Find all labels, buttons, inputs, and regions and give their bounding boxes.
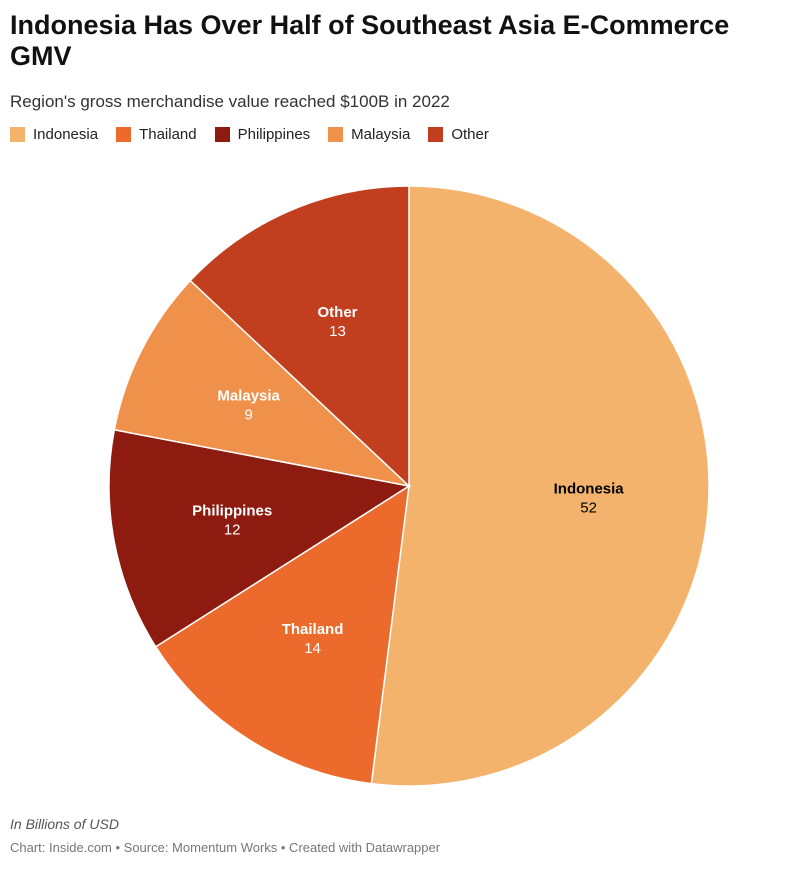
legend-item-indonesia: Indonesia: [10, 126, 98, 143]
chart-title: Indonesia Has Over Half of Southeast Asi…: [10, 10, 730, 71]
slice-label-indonesia: Indonesia: [554, 480, 625, 497]
legend-swatch: [214, 127, 230, 142]
slice-value-indonesia: 52: [580, 499, 597, 516]
legend: Indonesia Thailand Philippines Malaysia Othe…: [10, 126, 489, 143]
slice-label-thailand: Thailand: [282, 621, 344, 638]
legend-label: Philippines: [237, 126, 311, 143]
slice-label-malaysia: Malaysia: [217, 387, 280, 404]
chart-notes: In Billions of USD: [10, 816, 119, 832]
legend-swatch: [116, 127, 132, 142]
pie-chart: Indonesia 52 Thailand 14 Philippines 12 Malays…: [108, 185, 710, 787]
legend-label: Indonesia: [33, 126, 99, 143]
pie-slice-thailand: [154, 484, 410, 785]
slice-value-other: 13: [329, 323, 346, 340]
pie-slice-malaysia: [113, 279, 412, 488]
pie-slice-indonesia: [370, 185, 710, 787]
legend-swatch: [10, 127, 25, 142]
legend-item-malaysia: Malaysia: [328, 126, 410, 143]
pie-slice-other: [189, 185, 410, 488]
legend-swatch: [428, 127, 444, 142]
legend-item-thailand: Thailand: [116, 126, 197, 143]
slice-value-malaysia: 9: [244, 406, 252, 423]
pie-slice-philippines: [108, 428, 412, 648]
legend-item-other: Other: [428, 126, 489, 143]
chart-subtitle: Region's gross merchandise value reached…: [10, 92, 450, 111]
slice-value-thailand: 14: [304, 640, 321, 657]
legend-label: Thailand: [139, 126, 197, 143]
slice-value-philippines: 12: [224, 522, 241, 539]
legend-item-philippines: Philippines: [214, 126, 311, 143]
legend-label: Malaysia: [351, 126, 411, 143]
slice-label-philippines: Philippines: [192, 503, 272, 520]
legend-swatch: [328, 127, 344, 142]
slice-label-other: Other: [318, 304, 358, 321]
legend-label: Other: [451, 126, 489, 143]
chart-footer: Chart: Inside.com • Source: Momentum Wor…: [10, 840, 441, 855]
